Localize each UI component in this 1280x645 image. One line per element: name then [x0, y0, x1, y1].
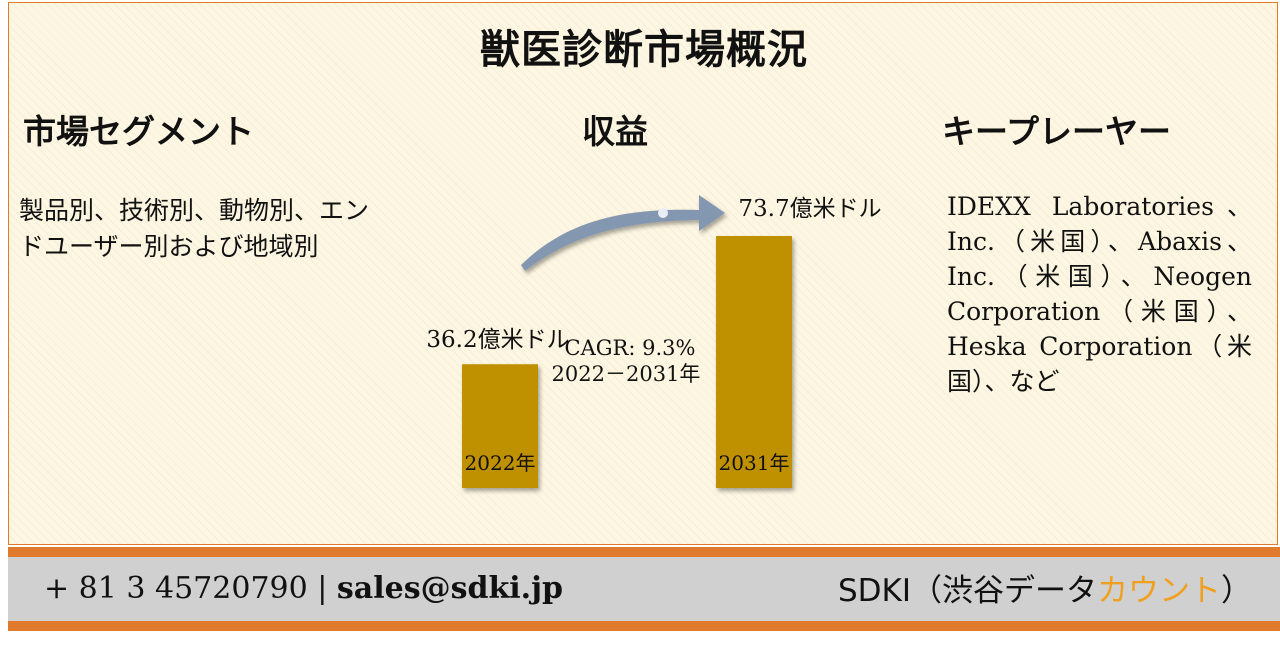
bar-value-label-0: 36.2億米ドル — [426, 327, 569, 353]
bar-1 — [716, 236, 792, 488]
key-players-text: IDEXX Laboratories、Inc.（米国）、Abaxis、Inc.（… — [947, 192, 1252, 396]
segment-text: 製品別、技術別、動物別、エンドユーザー別および地域別 — [19, 196, 370, 261]
contact-email-link[interactable]: sales@sdki.jp — [336, 571, 563, 606]
revenue-heading: 収益 — [582, 112, 648, 151]
bar-category-label-0: 2022年 — [465, 451, 536, 475]
brand-close: ） — [1221, 573, 1252, 609]
arrow-highlight-icon — [658, 208, 668, 218]
footer-top-stripe — [8, 547, 1280, 557]
cagr-period-label: 2022－2031年 — [552, 362, 701, 386]
contact-phone: + 81 3 45720790 — [44, 571, 308, 606]
revenue-chart: 2022年 36.2億米ドル 2031年 73.7億米ドル CAGR: 9.3% 20… — [426, 195, 882, 488]
footer-bar: + 81 3 45720790 | sales@sdki.jp SDKI（渋谷デ… — [8, 557, 1280, 621]
contact-info: + 81 3 45720790 | sales@sdki.jp — [44, 571, 563, 606]
overview-panel: 獣医診断市場概況 市場セグメント 収益 キープレーヤー 製品別、技術別、動物別、… — [8, 2, 1278, 545]
contact-separator: | — [317, 571, 328, 606]
brand-main: SDKI（渋谷データ — [837, 573, 1097, 609]
segment-heading: 市場セグメント — [23, 112, 254, 151]
cagr-label: CAGR: 9.3% — [565, 336, 696, 360]
page-title: 獣医診断市場概況 — [480, 26, 808, 73]
bar-0 — [462, 364, 538, 488]
bar-value-label-1: 73.7億米ドル — [738, 196, 881, 222]
growth-arrow-icon — [521, 195, 725, 271]
bar-category-label-1: 2031年 — [719, 451, 790, 475]
brand-name: SDKI（渋谷データカウント） — [838, 565, 1252, 610]
key-players-heading: キープレーヤー — [942, 112, 1172, 151]
brand-accent: カウント — [1097, 573, 1221, 609]
footer-bottom-stripe — [8, 621, 1280, 631]
